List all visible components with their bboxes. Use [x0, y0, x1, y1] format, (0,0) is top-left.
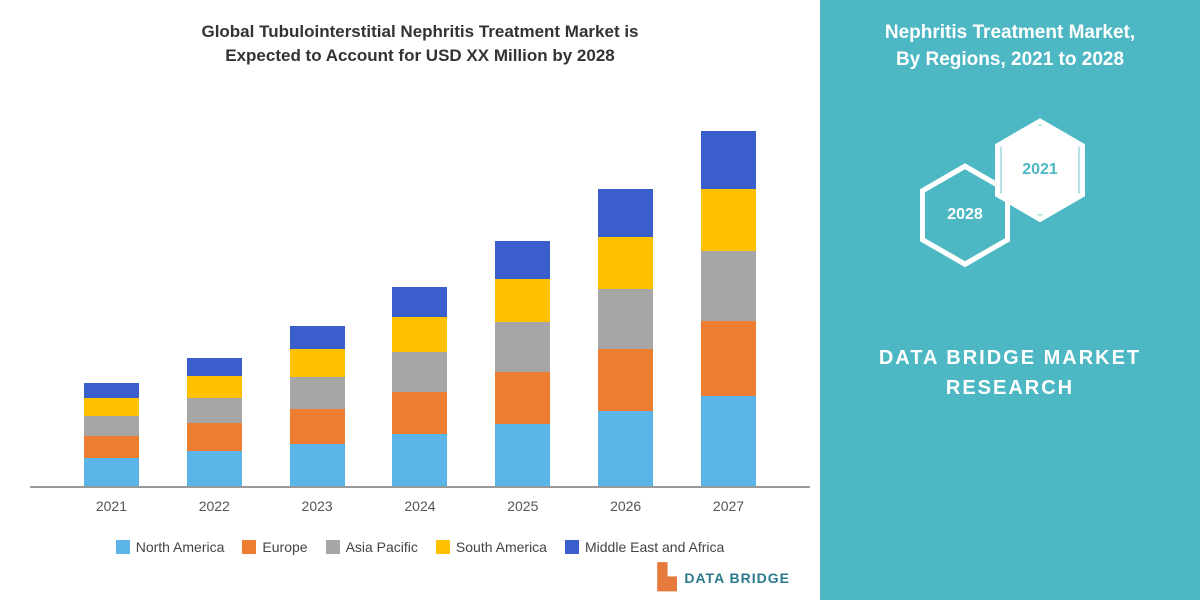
legend-label: Asia Pacific	[346, 539, 418, 555]
bar-group	[385, 287, 455, 486]
bar-segment	[84, 383, 139, 398]
legend-swatch	[326, 540, 340, 554]
bar-segment	[290, 349, 345, 377]
right-title-line1: Nephritis Treatment Market,	[885, 22, 1135, 43]
brand-line1: DATA BRIDGE MARKET	[879, 347, 1141, 369]
bar-stack	[187, 358, 242, 486]
bar-segment	[187, 423, 242, 451]
x-axis-label: 2021	[76, 498, 146, 514]
right-panel: Nephritis Treatment Market, By Regions, …	[820, 0, 1200, 600]
legend-item: South America	[436, 539, 547, 555]
legend-item: Middle East and Africa	[565, 539, 724, 555]
bar-group	[282, 326, 352, 486]
bar-stack	[392, 287, 447, 486]
brand-line2: RESEARCH	[946, 377, 1074, 399]
chart-legend: North America Europe Asia Pacific South Ame…	[30, 539, 810, 555]
bar-segment	[290, 444, 345, 486]
bar-group	[693, 131, 763, 486]
chart-panel: Global Tubulointerstitial Nephritis Trea…	[0, 0, 820, 600]
bar-segment	[495, 372, 550, 424]
bar-group	[488, 241, 558, 486]
footer-brand-text: DATA BRIDGE	[684, 570, 790, 586]
legend-swatch	[436, 540, 450, 554]
bar-segment	[701, 131, 756, 189]
bar-stack	[495, 241, 550, 486]
bar-segment	[187, 376, 242, 398]
bar-segment	[598, 349, 653, 411]
right-panel-title: Nephritis Treatment Market, By Regions, …	[840, 20, 1180, 73]
hexagon-2028-label: 2028	[925, 169, 1005, 261]
hexagon-graphic: 2028 2021	[840, 113, 1180, 293]
chart-title: Global Tubulointerstitial Nephritis Trea…	[30, 20, 810, 68]
legend-item: North America	[116, 539, 225, 555]
legend-swatch	[116, 540, 130, 554]
right-title-line2: By Regions, 2021 to 2028	[896, 49, 1124, 70]
footer-logo: ▙ DATA BRIDGE	[658, 563, 790, 592]
bar-segment	[392, 352, 447, 392]
bar-segment	[84, 436, 139, 458]
bar-group	[179, 358, 249, 486]
legend-label: North America	[136, 539, 225, 555]
x-axis-label: 2022	[179, 498, 249, 514]
bar-segment	[84, 416, 139, 436]
legend-swatch	[565, 540, 579, 554]
bar-segment	[701, 396, 756, 486]
bar-segment	[495, 322, 550, 372]
stacked-bar-chart	[30, 88, 810, 488]
x-axis-label: 2027	[693, 498, 763, 514]
bar-segment	[290, 326, 345, 349]
bar-segment	[84, 398, 139, 416]
legend-item: Europe	[242, 539, 307, 555]
bar-segment	[598, 189, 653, 237]
bar-segment	[187, 451, 242, 486]
brand-text: DATA BRIDGE MARKET RESEARCH	[840, 343, 1180, 403]
legend-swatch	[242, 540, 256, 554]
bar-segment	[187, 398, 242, 423]
legend-label: Europe	[262, 539, 307, 555]
bar-segment	[598, 237, 653, 289]
legend-label: Middle East and Africa	[585, 539, 724, 555]
bar-segment	[392, 287, 447, 317]
x-axis-label: 2024	[385, 498, 455, 514]
bar-segment	[187, 358, 242, 376]
chart-title-line2: Expected to Account for USD XX Million b…	[225, 46, 615, 65]
bar-segment	[392, 392, 447, 434]
bar-stack	[598, 189, 653, 486]
bar-segment	[598, 289, 653, 349]
x-axis-labels: 2021 2022 2023 2024 2025 2026 2027	[30, 488, 810, 514]
bar-segment	[598, 411, 653, 486]
bar-segment	[701, 251, 756, 321]
bar-segment	[392, 434, 447, 486]
x-axis-label: 2025	[488, 498, 558, 514]
bar-segment	[290, 409, 345, 444]
bar-stack	[84, 383, 139, 486]
hexagon-2021-label: 2021	[1000, 124, 1080, 216]
bar-segment	[392, 317, 447, 352]
bar-stack	[701, 131, 756, 486]
bar-segment	[701, 321, 756, 396]
bar-segment	[495, 279, 550, 322]
bar-segment	[290, 377, 345, 409]
x-axis-label: 2026	[591, 498, 661, 514]
legend-item: Asia Pacific	[326, 539, 418, 555]
bar-segment	[84, 458, 139, 486]
logo-icon: ▙	[658, 563, 676, 592]
bar-segment	[495, 241, 550, 279]
legend-label: South America	[456, 539, 547, 555]
bar-group	[76, 383, 146, 486]
x-axis-label: 2023	[282, 498, 352, 514]
bar-group	[591, 189, 661, 486]
bar-segment	[495, 424, 550, 486]
chart-title-line1: Global Tubulointerstitial Nephritis Trea…	[201, 22, 638, 41]
bar-stack	[290, 326, 345, 486]
bar-segment	[701, 189, 756, 251]
